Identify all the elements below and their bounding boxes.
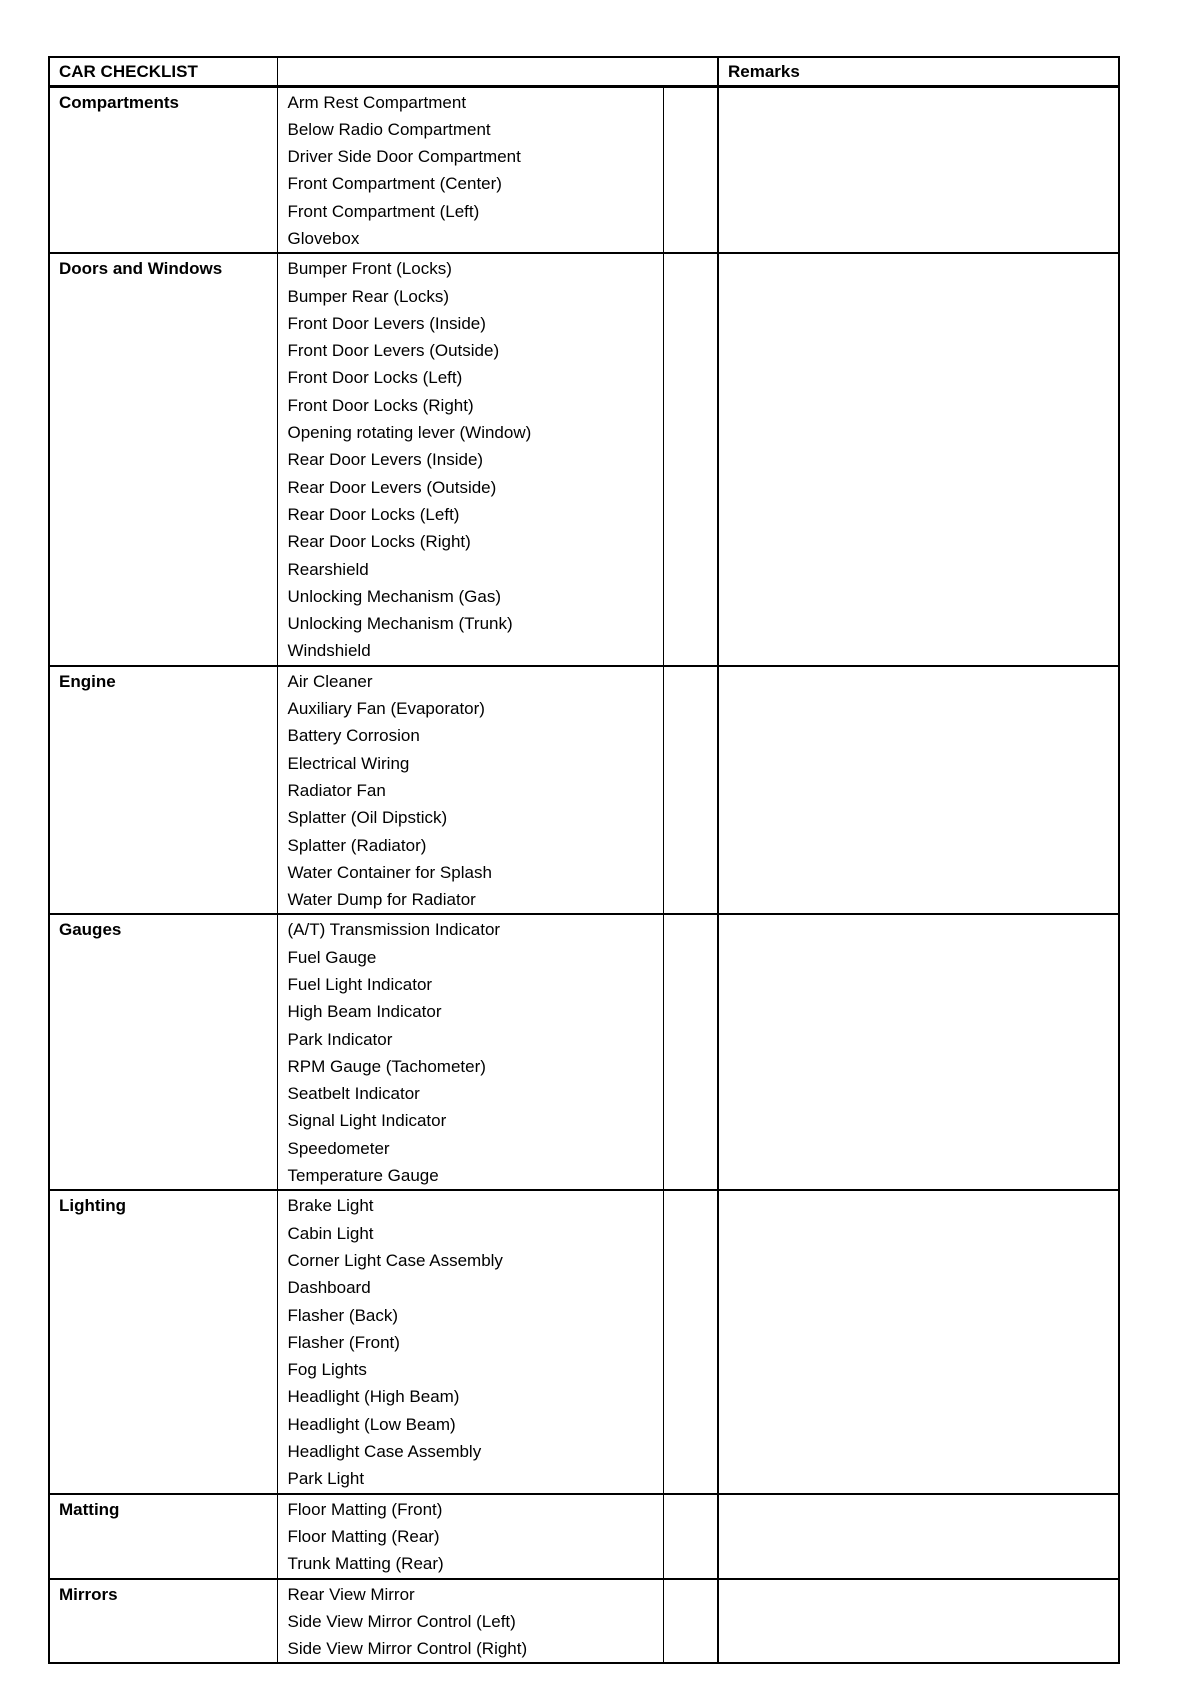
checklist-item: Front Door Levers (Outside) bbox=[287, 341, 500, 361]
checklist-item: Flasher (Front) bbox=[287, 1332, 400, 1352]
checklist-item: Front Door Locks (Right) bbox=[287, 395, 474, 415]
checklist-item: Front Compartment (Left) bbox=[287, 201, 480, 221]
checklist-item: Rear Door Levers (Outside) bbox=[287, 477, 497, 497]
checklist-item: High Beam Indicator bbox=[287, 1002, 442, 1022]
section-category-label: Doors and Windows bbox=[48, 252, 278, 667]
checklist-item: Front Compartment (Center) bbox=[287, 174, 502, 194]
section-row-doors-and-windows: Doors and Windows Bumper Front (Locks) B… bbox=[48, 252, 1120, 667]
section-row-lighting: Lighting Brake Light Cabin Light Corner … bbox=[48, 1189, 1120, 1495]
checklist-item: Splatter (Oil Dipstick) bbox=[287, 808, 448, 828]
section-category-label: Mirrors bbox=[48, 1577, 278, 1664]
checklist-item: Rear Door Levers (Inside) bbox=[287, 450, 484, 470]
checklist-item: Splatter (Radiator) bbox=[287, 835, 427, 855]
checklist-item: Rear Door Locks (Right) bbox=[287, 532, 471, 552]
checklist-item: Flasher (Back) bbox=[287, 1305, 399, 1325]
checklist-item: Floor Matting (Front) bbox=[287, 1499, 443, 1519]
section-category-label: Compartments bbox=[48, 84, 278, 254]
checklist-item: Rear Door Locks (Left) bbox=[287, 504, 460, 524]
section-items-cell: Rear View Mirror Side View Mirror Contro… bbox=[276, 1577, 664, 1664]
checklist-item: RPM Gauge (Tachometer) bbox=[287, 1056, 486, 1076]
checklist-item: Below Radio Compartment bbox=[287, 119, 491, 139]
checklist-item: Auxiliary Fan (Evaporator) bbox=[287, 699, 485, 719]
check-cell bbox=[662, 1189, 719, 1495]
checklist-item: Bumper Rear (Locks) bbox=[287, 286, 450, 306]
checklist-item: Rearshield bbox=[287, 559, 369, 579]
checklist-item: Electrical Wiring bbox=[287, 753, 410, 773]
check-cell bbox=[662, 1492, 719, 1580]
check-cell bbox=[662, 664, 719, 915]
remarks-cell bbox=[717, 1577, 1120, 1664]
car-checklist-table: CAR CHECKLIST Remarks Compartments Arm R… bbox=[48, 56, 1120, 1665]
section-items-cell: Arm Rest Compartment Below Radio Compart… bbox=[276, 84, 664, 254]
remarks-cell bbox=[717, 1492, 1120, 1580]
table-header-row: CAR CHECKLIST Remarks bbox=[48, 56, 1120, 88]
remarks-cell bbox=[717, 664, 1120, 915]
section-items-cell: Brake Light Cabin Light Corner Light Cas… bbox=[276, 1189, 664, 1495]
checklist-item: Brake Light bbox=[287, 1196, 374, 1216]
checklist-item: Unlocking Mechanism (Gas) bbox=[287, 586, 502, 606]
checklist-item: Fog Lights bbox=[287, 1360, 367, 1380]
section-row-engine: Engine Air Cleaner Auxiliary Fan (Evapor… bbox=[48, 664, 1120, 915]
check-cell bbox=[662, 913, 719, 1191]
checklist-item: Rear View Mirror bbox=[287, 1584, 415, 1604]
checklist-item: Water Dump for Radiator bbox=[287, 890, 476, 910]
section-items-cell: (A/T) Transmission Indicator Fuel Gauge … bbox=[276, 913, 664, 1191]
remarks-column-header: Remarks bbox=[717, 56, 1120, 88]
checklist-item: Driver Side Door Compartment bbox=[287, 147, 521, 167]
checklist-item: Battery Corrosion bbox=[287, 726, 420, 746]
checklist-item: Side View Mirror Control (Left) bbox=[287, 1611, 516, 1631]
remarks-cell bbox=[717, 84, 1120, 254]
section-category-label: Lighting bbox=[48, 1189, 278, 1495]
checklist-item: Fuel Light Indicator bbox=[287, 975, 433, 994]
checklist-item: Fuel Gauge bbox=[287, 947, 377, 967]
checklist-item: Bumper Front (Locks) bbox=[287, 259, 452, 279]
checklist-item: Front Door Levers (Inside) bbox=[287, 313, 486, 333]
checklist-item: Unlocking Mechanism (Trunk) bbox=[287, 614, 513, 634]
table-title: CAR CHECKLIST bbox=[48, 56, 278, 88]
checklist-item: Glovebox bbox=[287, 228, 360, 248]
section-row-gauges: Gauges (A/T) Transmission Indicator Fuel… bbox=[48, 913, 1120, 1191]
remarks-cell bbox=[717, 913, 1120, 1191]
section-category-label: Gauges bbox=[48, 913, 278, 1191]
checklist-item: Opening rotating lever (Window) bbox=[287, 423, 532, 443]
checklist-item: Trunk Matting (Rear) bbox=[287, 1554, 444, 1574]
checklist-item: Radiator Fan bbox=[287, 780, 386, 800]
checklist-item: Arm Rest Compartment bbox=[287, 92, 467, 112]
check-cell bbox=[662, 84, 719, 254]
section-row-matting: Matting Floor Matting (Front) Floor Matt… bbox=[48, 1492, 1120, 1580]
checklist-item: Cabin Light bbox=[287, 1223, 374, 1243]
section-items-cell: Floor Matting (Front) Floor Matting (Rea… bbox=[276, 1492, 664, 1580]
section-items-cell: Air Cleaner Auxiliary Fan (Evaporator) B… bbox=[276, 664, 664, 915]
remarks-cell bbox=[717, 252, 1120, 667]
checklist-item: Signal Light Indicator bbox=[287, 1111, 447, 1131]
checklist-item: Floor Matting (Rear) bbox=[287, 1526, 440, 1546]
section-row-mirrors: Mirrors Rear View Mirror Side View Mirro… bbox=[48, 1577, 1120, 1664]
header-empty-cell bbox=[276, 56, 719, 88]
checklist-item: Headlight (High Beam) bbox=[287, 1387, 460, 1407]
checklist-item: Corner Light Case Assembly bbox=[287, 1250, 503, 1270]
checklist-item: Park Light bbox=[287, 1469, 365, 1489]
checklist-item: Windshield bbox=[287, 641, 371, 661]
checklist-item: Headlight Case Assembly bbox=[287, 1442, 482, 1462]
section-category-label: Matting bbox=[48, 1492, 278, 1580]
checklist-item: Park Indicator bbox=[287, 1029, 393, 1049]
section-category-label: Engine bbox=[48, 664, 278, 915]
check-cell bbox=[662, 252, 719, 667]
checklist-item: Dashboard bbox=[287, 1278, 371, 1298]
checklist-item: Air Cleaner bbox=[287, 671, 373, 691]
checklist-item: Water Container for Splash bbox=[287, 862, 492, 882]
checklist-item: Speedometer bbox=[287, 1138, 390, 1158]
checklist-item: Seatbelt Indicator bbox=[287, 1084, 420, 1104]
section-row-compartments: Compartments Arm Rest Compartment Below … bbox=[48, 84, 1120, 254]
checklist-item: Side View Mirror Control (Right) bbox=[287, 1639, 528, 1659]
checklist-item: Headlight (Low Beam) bbox=[287, 1414, 456, 1434]
section-items-cell: Bumper Front (Locks) Bumper Rear (Locks)… bbox=[276, 252, 664, 667]
checklist-item: Temperature Gauge bbox=[287, 1166, 439, 1186]
checklist-item: Front Door Locks (Left) bbox=[287, 368, 463, 388]
check-cell bbox=[662, 1577, 719, 1664]
checklist-item: (A/T) Transmission Indicator bbox=[287, 920, 501, 940]
remarks-cell bbox=[717, 1189, 1120, 1495]
